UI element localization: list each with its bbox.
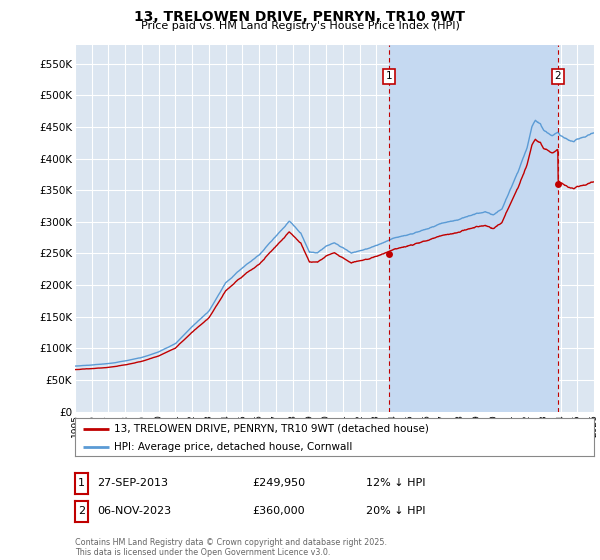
Text: 1: 1 <box>385 72 392 81</box>
Text: 2: 2 <box>78 506 85 516</box>
Text: 13, TRELOWEN DRIVE, PENRYN, TR10 9WT: 13, TRELOWEN DRIVE, PENRYN, TR10 9WT <box>134 10 466 24</box>
Text: £360,000: £360,000 <box>252 506 305 516</box>
Text: HPI: Average price, detached house, Cornwall: HPI: Average price, detached house, Corn… <box>114 442 352 452</box>
Text: 12% ↓ HPI: 12% ↓ HPI <box>366 478 425 488</box>
Text: 13, TRELOWEN DRIVE, PENRYN, TR10 9WT (detached house): 13, TRELOWEN DRIVE, PENRYN, TR10 9WT (de… <box>114 424 429 434</box>
Bar <box>389 45 558 412</box>
Text: 27-SEP-2013: 27-SEP-2013 <box>97 478 168 488</box>
Text: Price paid vs. HM Land Registry's House Price Index (HPI): Price paid vs. HM Land Registry's House … <box>140 21 460 31</box>
Text: £249,950: £249,950 <box>252 478 305 488</box>
Text: 20% ↓ HPI: 20% ↓ HPI <box>366 506 425 516</box>
Text: 06-NOV-2023: 06-NOV-2023 <box>97 506 172 516</box>
Text: Contains HM Land Registry data © Crown copyright and database right 2025.
This d: Contains HM Land Registry data © Crown c… <box>75 538 387 557</box>
Text: 2: 2 <box>554 72 561 81</box>
Text: 1: 1 <box>78 478 85 488</box>
